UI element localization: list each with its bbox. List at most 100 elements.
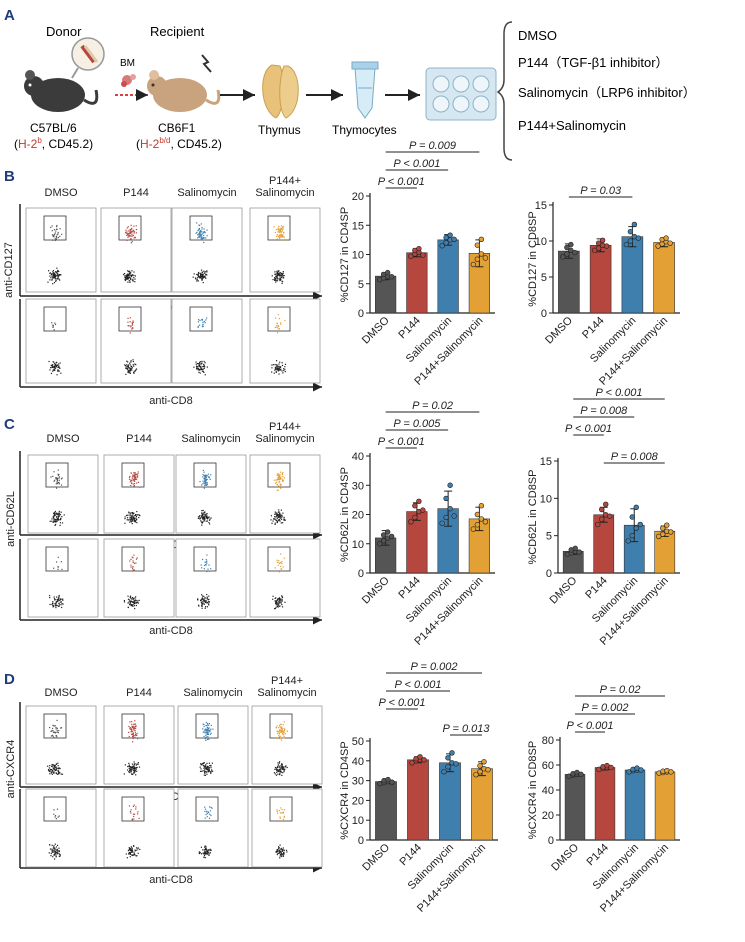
flow-event: [282, 272, 284, 274]
flow-event: [203, 856, 205, 858]
flow-event: [280, 553, 282, 555]
flow-event: [52, 276, 54, 278]
flow-event: [48, 852, 50, 854]
flow-event: [135, 476, 137, 478]
flow-event: [205, 484, 207, 486]
treatment-p144: P144（TGF-β1 inhibitor）: [518, 55, 669, 70]
flow-event: [138, 599, 140, 602]
flow-event: [126, 231, 128, 233]
flow-event: [53, 369, 56, 371]
flow-event: [197, 321, 200, 323]
flow-event: [278, 762, 280, 764]
y-tick-label: 40: [352, 451, 364, 463]
flow-event: [279, 228, 281, 230]
flow-event: [53, 515, 55, 517]
flow-event: [279, 725, 281, 728]
flow-event: [279, 774, 281, 776]
flow-event: [57, 473, 59, 475]
flow-event: [202, 275, 204, 277]
flow-event: [281, 850, 284, 852]
flow-event: [132, 513, 134, 515]
flow-event: [280, 231, 282, 233]
flow-event: [139, 848, 141, 851]
flow-event: [131, 270, 133, 272]
flow-event: [57, 236, 60, 239]
flow-event: [131, 369, 133, 371]
flow-event: [201, 594, 203, 596]
flow-event: [52, 475, 54, 477]
flow-gate: [193, 546, 217, 572]
flow-event: [133, 569, 135, 571]
flow-event: [132, 813, 135, 815]
flow-event: [274, 271, 276, 273]
flow-event: [136, 473, 138, 476]
flow-event: [129, 270, 131, 272]
data-point: [623, 241, 630, 248]
flow-event: [198, 371, 200, 373]
flow-event: [205, 319, 207, 321]
flow-event: [277, 601, 279, 603]
flow-event: [207, 853, 209, 855]
flow-event: [281, 515, 283, 517]
flow-event: [278, 474, 281, 477]
data-point: [595, 240, 602, 246]
flow-event: [132, 364, 134, 366]
flow-event: [205, 770, 207, 772]
flow-event: [205, 766, 207, 768]
flow-event: [57, 514, 59, 516]
flow-plot-frame: [103, 538, 175, 618]
flow-header-combo-1: P144+: [271, 675, 303, 687]
flow-event: [130, 365, 132, 367]
flow-event: [282, 811, 284, 813]
flow-event: [279, 768, 281, 771]
flow-event: [55, 512, 57, 514]
flow-event: [280, 225, 283, 227]
p-value-label: P = 0.013: [443, 723, 491, 735]
flow-event: [204, 600, 206, 603]
flow-event: [200, 276, 202, 278]
flow-event: [135, 518, 138, 520]
flow-event: [203, 364, 205, 367]
flow-event: [52, 768, 54, 770]
flow-event: [125, 276, 128, 278]
flow-event: [275, 850, 277, 853]
p-value-label: P = 0.009: [409, 140, 456, 152]
flow-event: [276, 520, 279, 522]
flow-event: [277, 473, 280, 475]
flow-event: [136, 478, 138, 480]
flow-event: [271, 275, 273, 277]
flow-event: [283, 274, 285, 277]
flow-event: [205, 739, 207, 742]
flow-event: [53, 849, 55, 851]
flow-event: [58, 594, 60, 597]
irradiation-icon: [201, 54, 212, 73]
flow-event: [204, 476, 206, 478]
category-label: P144: [396, 575, 423, 602]
flow-event: [55, 365, 58, 367]
y-tick-label: 30: [352, 776, 364, 788]
data-point: [451, 513, 457, 519]
flow-event: [57, 469, 59, 471]
flow-event: [205, 728, 207, 730]
flow-event: [209, 765, 211, 767]
flow-event: [203, 228, 205, 230]
flow-event: [52, 516, 54, 518]
flow-event: [124, 278, 126, 281]
flow-event: [132, 274, 134, 276]
flow-event: [202, 728, 204, 730]
flow-event: [57, 270, 59, 273]
flow-event: [210, 849, 212, 851]
flow-event: [128, 764, 130, 766]
p-value-label: P = 0.02: [412, 400, 453, 412]
flow-event: [276, 769, 278, 772]
flow-event: [55, 731, 57, 733]
flow-event: [124, 276, 126, 278]
flow-header-salinomycin: Salinomycin: [183, 687, 242, 699]
flow-event: [205, 273, 207, 275]
flow-event: [203, 723, 205, 726]
flow-event: [58, 481, 60, 483]
flow-event: [124, 365, 127, 367]
flow-event: [279, 471, 282, 473]
flow-event: [206, 730, 208, 732]
